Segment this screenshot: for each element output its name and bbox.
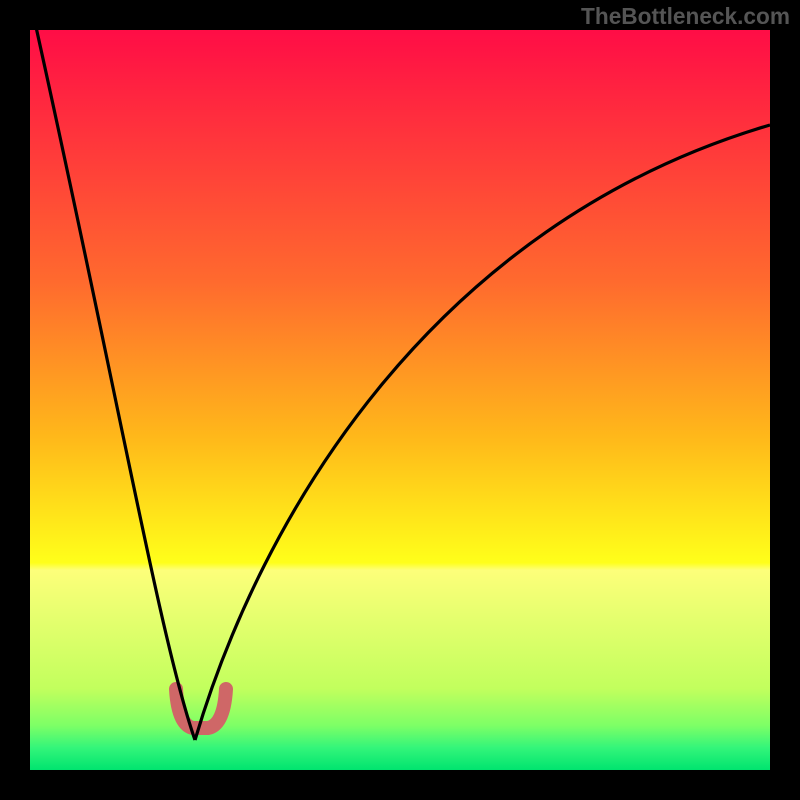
curve-right xyxy=(195,125,770,740)
curve-left xyxy=(30,0,195,740)
watermark-text: TheBottleneck.com xyxy=(581,3,790,30)
figure-frame: TheBottleneck.com xyxy=(0,0,800,800)
chart-curves-svg xyxy=(0,0,800,800)
